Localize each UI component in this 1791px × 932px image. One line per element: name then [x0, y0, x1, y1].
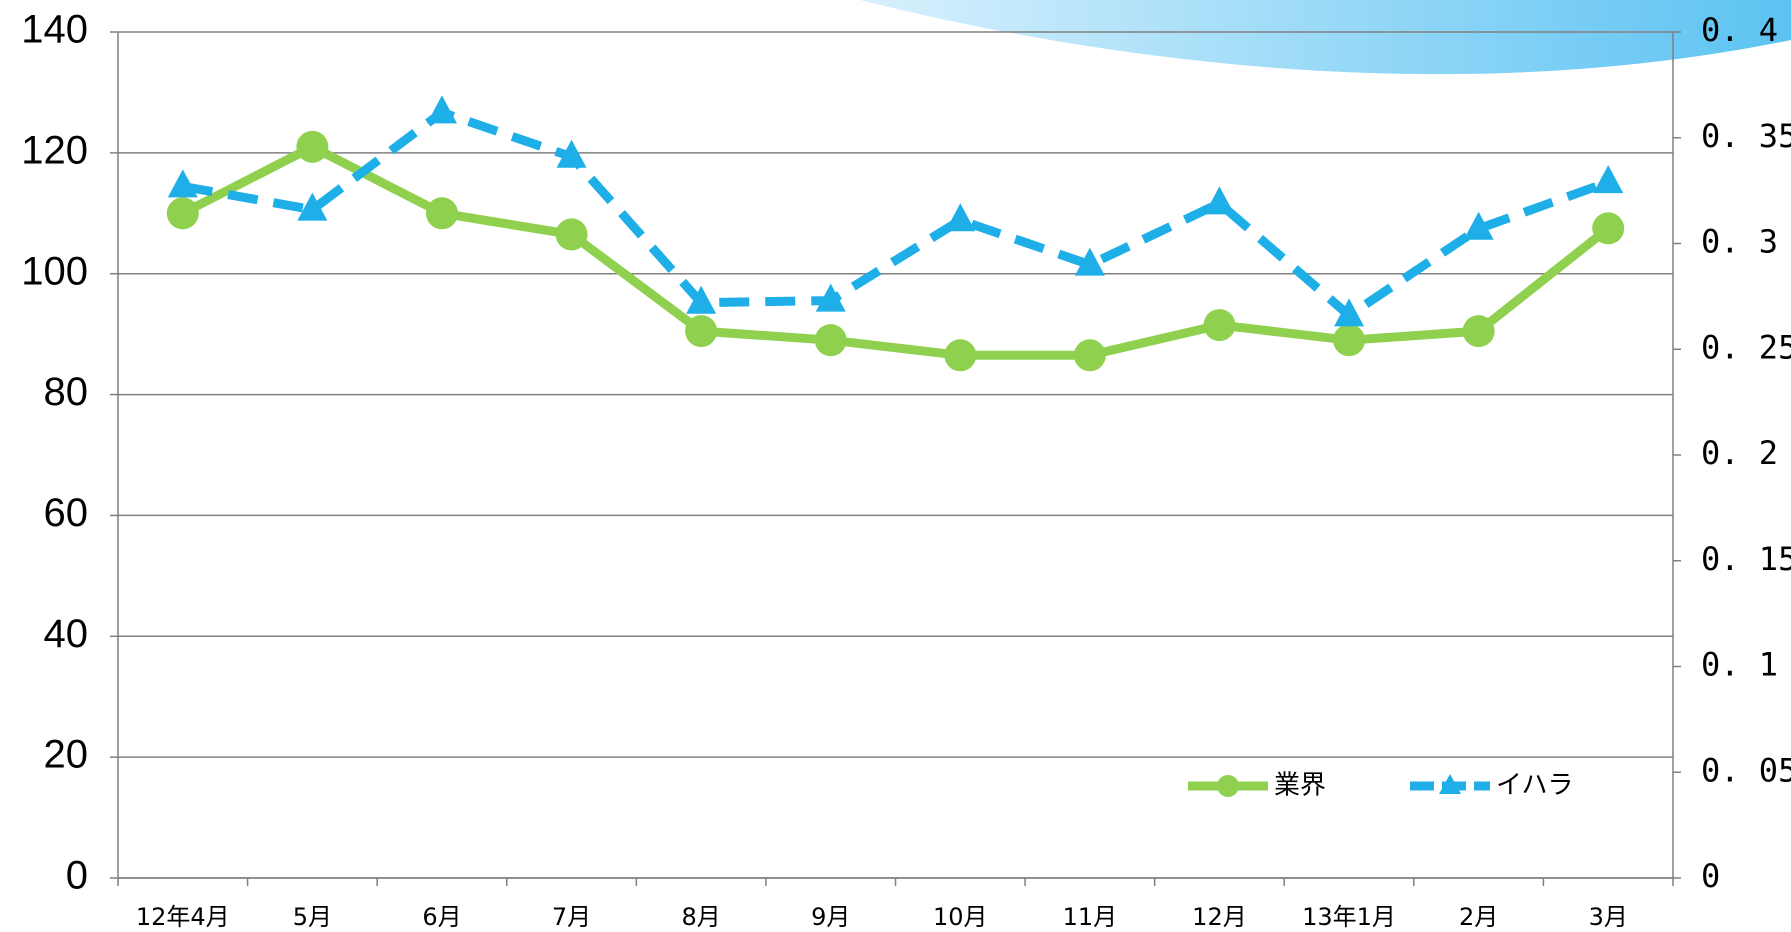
y-tick-label: 100: [21, 249, 88, 293]
data-point: [167, 169, 198, 198]
y-tick-label: 0: [66, 854, 88, 898]
y-tick-label: 80: [44, 370, 89, 414]
x-tick-label: 12月: [1192, 903, 1247, 931]
data-point: [1592, 212, 1625, 245]
data-point: [1073, 339, 1106, 372]
x-tick-label: 12年4月: [136, 903, 230, 931]
data-point: [814, 324, 847, 357]
data-point: [1204, 186, 1235, 215]
series-line: [180, 142, 1612, 360]
y2-tick-label: 0. 1: [1701, 646, 1778, 684]
data-point: [1203, 309, 1236, 342]
y2-tick-label: 0: [1701, 857, 1720, 895]
y2-tick-label: 0. 3: [1701, 223, 1778, 261]
data-point: [944, 339, 977, 372]
data-point: [555, 218, 588, 251]
y2-tick-label: 0. 15: [1701, 540, 1791, 578]
x-tick-label: 7月: [552, 903, 591, 931]
data-point: [1074, 247, 1105, 276]
data-point: [556, 139, 587, 168]
x-tick-label: 3月: [1589, 903, 1628, 931]
y2-tick-label: 0. 05: [1701, 751, 1791, 789]
y2-tick-label: 0. 35: [1701, 117, 1791, 155]
y-tick-label: 60: [44, 491, 89, 535]
legend-label: 業界: [1274, 771, 1326, 801]
legend-marker: [1217, 775, 1239, 797]
data-point: [685, 315, 718, 348]
y2-tick-label: 0. 25: [1701, 328, 1791, 366]
data-point: [297, 192, 328, 221]
y-tick-label: 20: [44, 733, 89, 777]
data-point: [1463, 211, 1494, 240]
data-point: [296, 130, 329, 163]
data-point: [425, 197, 458, 230]
decoration-swoosh: [860, 0, 1791, 75]
x-tick-label: 13年1月: [1302, 903, 1396, 931]
x-tick-label: 2月: [1459, 903, 1498, 931]
y-tick-label: 140: [21, 8, 88, 52]
legend-marker: [1439, 774, 1461, 794]
x-tick-label: 9月: [811, 903, 850, 931]
y-tick-label: 40: [44, 612, 89, 656]
x-tick-label: 5月: [293, 903, 332, 931]
data-point: [1593, 165, 1624, 194]
data-point: [166, 197, 199, 230]
y2-tick-label: 0. 4: [1701, 11, 1778, 49]
legend-label: イハラ: [1496, 771, 1573, 801]
x-tick-label: 6月: [422, 903, 461, 931]
series-line: [181, 107, 1610, 320]
x-tick-label: 8月: [681, 903, 720, 931]
x-tick-label: 11月: [1063, 903, 1118, 931]
data-point: [945, 203, 976, 232]
y2-tick-label: 0. 2: [1701, 434, 1778, 472]
y-tick-label: 120: [21, 128, 88, 172]
data-point: [815, 283, 846, 312]
x-tick-label: 10月: [933, 903, 988, 931]
data-point: [1334, 298, 1365, 327]
data-point: [686, 285, 717, 314]
data-point: [426, 95, 457, 124]
data-point: [1462, 315, 1495, 348]
data-point: [1333, 324, 1366, 357]
